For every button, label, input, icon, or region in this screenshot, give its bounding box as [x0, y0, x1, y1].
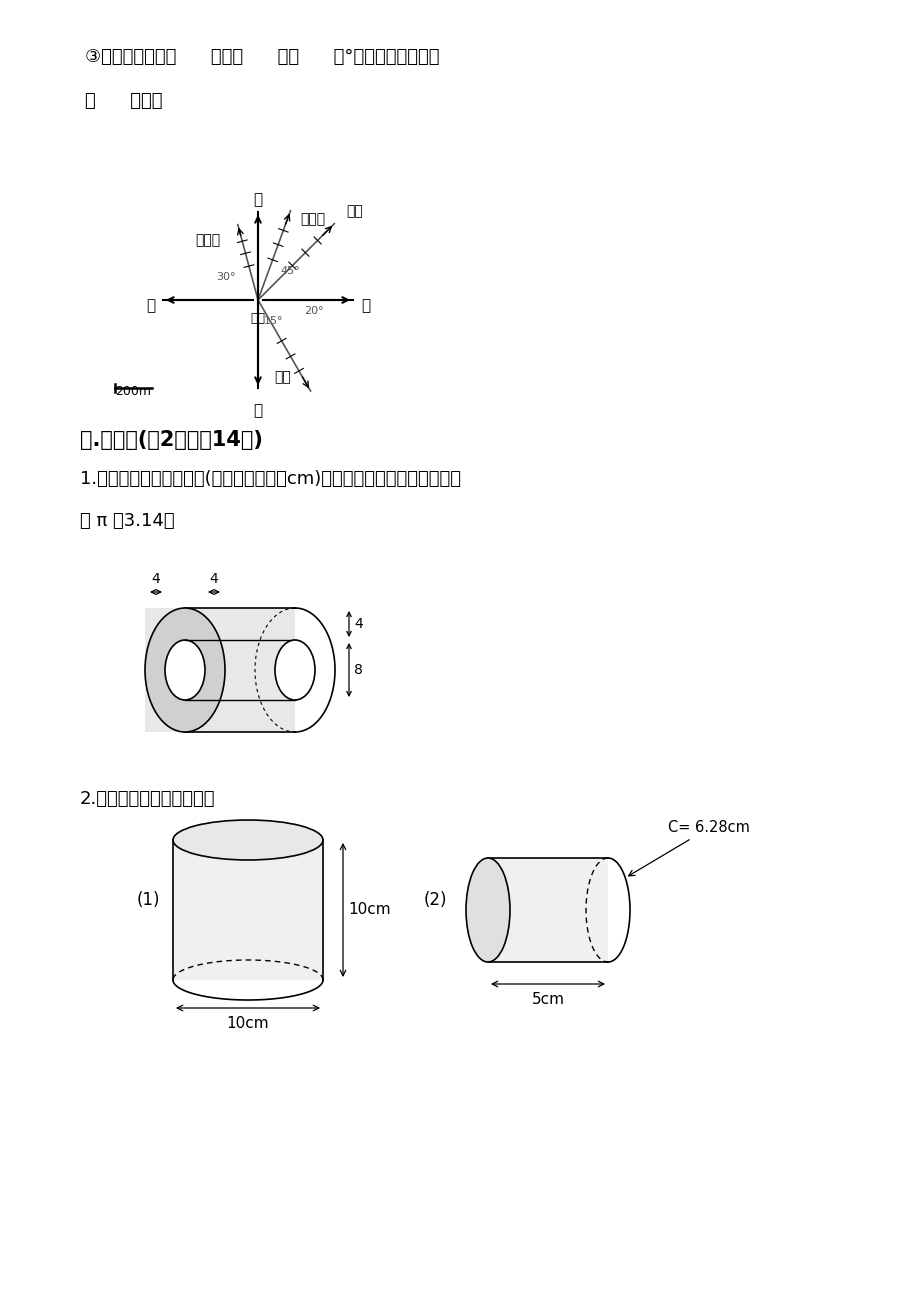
Text: （      ）米。: （ ）米。 — [85, 92, 163, 109]
Text: 4: 4 — [152, 572, 160, 586]
Text: (1): (1) — [136, 891, 160, 909]
Text: 电影院: 电影院 — [300, 212, 324, 225]
Text: 图书馆: 图书馆 — [195, 233, 221, 247]
Text: 10cm: 10cm — [226, 1016, 269, 1031]
Text: 南: 南 — [253, 404, 262, 418]
Polygon shape — [145, 608, 295, 732]
Text: 8: 8 — [354, 663, 362, 677]
Text: 学校: 学校 — [250, 312, 266, 326]
Text: 西: 西 — [146, 298, 154, 314]
Text: 15°: 15° — [264, 316, 283, 326]
Text: 四.计算题(共2题，內14分): 四.计算题(共2题，內14分) — [80, 430, 263, 450]
Text: （ π 區3.14）: （ π 區3.14） — [80, 512, 175, 530]
Ellipse shape — [275, 641, 314, 700]
Ellipse shape — [165, 641, 205, 700]
Text: 1.如图是一种钔制的配件(图中数据单位：cm)，请计算它的表面积和体积。: 1.如图是一种钔制的配件(图中数据单位：cm)，请计算它的表面积和体积。 — [80, 470, 460, 488]
Text: ③图书馆在学校（      ）偏（      ）（      ）°的方向上，距离是: ③图书馆在学校（ ）偏（ ）（ ）°的方向上，距离是 — [85, 48, 439, 66]
Text: 书店: 书店 — [274, 370, 290, 384]
Text: 30°: 30° — [216, 272, 235, 283]
Ellipse shape — [466, 858, 509, 962]
Text: 2.计算下面圆柱的表面积。: 2.计算下面圆柱的表面积。 — [80, 790, 215, 809]
Text: 4: 4 — [354, 617, 362, 631]
Polygon shape — [487, 858, 607, 962]
Text: C= 6.28cm: C= 6.28cm — [628, 820, 749, 876]
Text: 5cm: 5cm — [531, 992, 564, 1006]
Text: 邮局: 邮局 — [346, 204, 362, 219]
Text: 北: 北 — [253, 191, 262, 207]
Text: (2): (2) — [423, 891, 447, 909]
Ellipse shape — [173, 820, 323, 861]
Polygon shape — [173, 840, 323, 980]
Ellipse shape — [145, 608, 225, 732]
Text: 200m: 200m — [116, 385, 152, 398]
Text: 10cm: 10cm — [347, 902, 391, 918]
Text: 4: 4 — [210, 572, 218, 586]
Text: 45°: 45° — [279, 266, 300, 276]
Text: 20°: 20° — [303, 306, 323, 316]
Text: 东: 东 — [360, 298, 369, 314]
